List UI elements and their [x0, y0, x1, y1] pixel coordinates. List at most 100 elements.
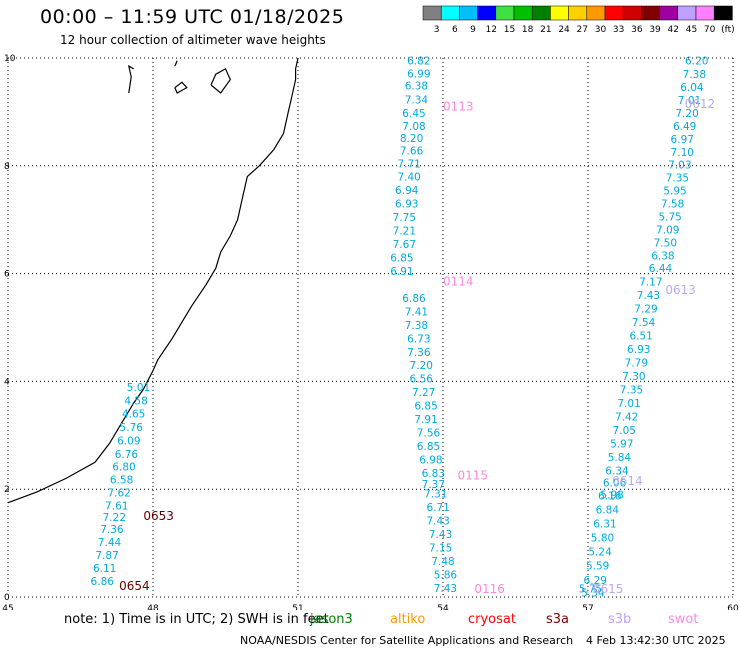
- x-tick-label: 54: [437, 604, 449, 610]
- swh-value: 6.44: [649, 263, 673, 275]
- pass-label: 0114: [443, 275, 474, 289]
- swh-value: 7.27: [412, 387, 435, 399]
- swh-value: 7.43: [434, 583, 457, 595]
- scale-label: 12: [486, 25, 497, 35]
- swh-value: 7.58: [661, 199, 684, 211]
- swh-value: 6.86: [402, 293, 426, 305]
- source-legend-item: altiko: [390, 612, 426, 627]
- scale-label: 42: [668, 25, 679, 35]
- swh-value: 5.75: [658, 211, 681, 223]
- scale-label: 45: [686, 25, 697, 35]
- swh-value: 6.76: [115, 449, 139, 461]
- swh-value: 7.38: [683, 69, 706, 81]
- swh-value: 5.95: [663, 186, 686, 198]
- swh-value: 7.35: [666, 173, 689, 185]
- swh-value: 7.41: [405, 306, 428, 318]
- swh-value: 6.85: [390, 252, 413, 264]
- swh-value: 6.99: [407, 69, 430, 81]
- swh-value: 7.36: [100, 524, 124, 536]
- pass-label: 0612: [685, 97, 716, 111]
- swh-value: 5.01: [127, 382, 150, 394]
- swh-value: 7.48: [431, 556, 454, 568]
- swh-value: 7.31: [424, 489, 447, 501]
- scale-label: 15: [504, 25, 515, 35]
- swh-value: 5.76: [120, 422, 144, 434]
- swh-value: 7.43: [426, 515, 449, 527]
- footer-note: note: 1) Time is in UTC; 2) SWH is in fe…: [64, 612, 329, 627]
- swh-value: 6.80: [112, 462, 135, 474]
- swh-value: 6.85: [414, 401, 437, 413]
- swh-value: 5.86: [434, 569, 458, 581]
- swh-value: 7.03: [668, 160, 691, 172]
- swh-value: 7.29: [634, 304, 657, 316]
- coastline: [7, 57, 299, 504]
- swh-value: 7.67: [393, 239, 416, 251]
- swh-value: 7.20: [675, 108, 698, 120]
- swh-value: 6.11: [93, 563, 116, 575]
- swh-value: 7.08: [402, 121, 425, 133]
- y-tick-label: 6: [4, 270, 10, 280]
- swh-value: 7.05: [613, 425, 636, 437]
- swh-value: 6.85: [417, 441, 440, 453]
- swh-value: 7.66: [400, 146, 424, 158]
- swh-value: 6.82: [407, 56, 430, 68]
- y-tick-label: 0: [4, 593, 10, 603]
- y-tick-label: 4: [4, 377, 10, 387]
- source-legend-item: s3a: [546, 612, 570, 627]
- x-tick-label: 45: [2, 604, 13, 610]
- x-tick-label: 51: [292, 604, 303, 610]
- swh-value: 7.09: [656, 224, 679, 236]
- scale-label: 30: [595, 25, 607, 35]
- swh-value: 7.01: [678, 95, 701, 107]
- pass-label: 0113: [443, 100, 474, 114]
- swh-value: 7.17: [639, 277, 662, 289]
- source-legend-item: s3b: [608, 612, 632, 627]
- swh-value: 6.29: [584, 575, 607, 587]
- swh-value: 7.42: [615, 411, 638, 423]
- swh-value: 6.91: [390, 266, 413, 278]
- swh-value: 6.45: [402, 108, 425, 120]
- pass-label: 0116: [474, 582, 505, 596]
- source-legend-item: jason3: [310, 612, 353, 627]
- y-tick-label: 10: [4, 54, 16, 64]
- pass-label: 0613: [665, 283, 696, 297]
- scale-label: 18: [522, 25, 534, 35]
- y-tick-label: 2: [4, 485, 10, 495]
- swh-value: 6.16: [598, 491, 622, 503]
- swh-value: 6.93: [627, 344, 650, 356]
- source-legend-item: swot: [668, 612, 699, 627]
- swh-value: 7.44: [98, 537, 122, 549]
- scale-label: 24: [558, 25, 570, 35]
- swh-value: 7.91: [414, 414, 437, 426]
- island-outline: [210, 67, 231, 94]
- pass-label: 0615: [593, 582, 624, 596]
- scale-label: 9: [470, 25, 476, 35]
- swh-value: 6.58: [110, 474, 133, 486]
- swh-value: 4.58: [124, 395, 147, 407]
- swh-value: 6.94: [395, 185, 419, 197]
- x-tick-label: 57: [582, 604, 593, 610]
- swh-value: 7.01: [617, 398, 640, 410]
- swh-value: 6.38: [405, 80, 428, 92]
- swh-value: 6.97: [671, 134, 694, 146]
- swh-value: 6.38: [651, 250, 674, 262]
- swh-value: 7.20: [410, 360, 433, 372]
- swh-value: 6.86: [91, 576, 115, 588]
- credit-line: NOAA/NESDIS Center for Satellite Applica…: [240, 634, 574, 647]
- swh-value: 6.04: [680, 82, 704, 94]
- swh-value: 7.79: [625, 358, 648, 370]
- scale-label: 39: [649, 25, 661, 35]
- swh-value: 7.35: [620, 384, 643, 396]
- swh-value: 7.43: [429, 529, 452, 541]
- swh-value: 7.54: [632, 317, 656, 329]
- scale-label: 21: [540, 25, 551, 35]
- swh-value: 7.71: [397, 159, 420, 171]
- x-tick-label: 60: [727, 604, 739, 610]
- island-outline: [127, 64, 134, 94]
- scale-label: (ft): [721, 25, 735, 35]
- y-tick-label: 8: [4, 162, 10, 172]
- swh-value: 8.20: [400, 133, 423, 145]
- swh-value: 6.20: [685, 56, 708, 68]
